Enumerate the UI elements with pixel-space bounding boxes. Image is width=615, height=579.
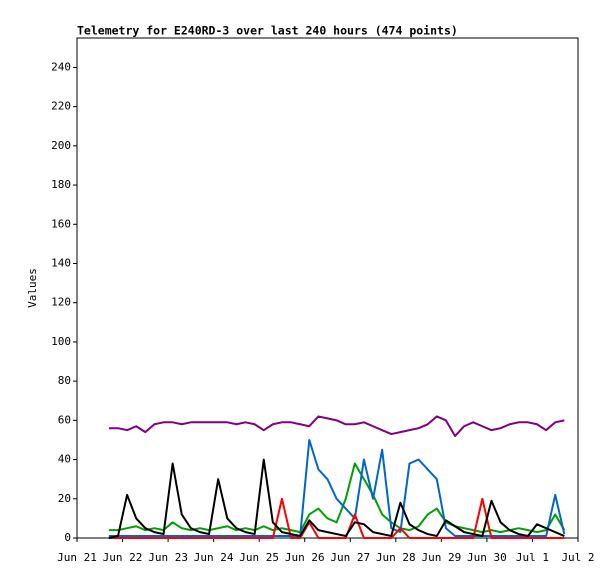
x-tick-label: Jun 22 xyxy=(103,551,143,564)
y-tick-label: 120 xyxy=(51,296,71,309)
x-tick-label: Jun 29 xyxy=(421,551,461,564)
y-tick-label: 220 xyxy=(51,100,71,113)
y-tick-label: 200 xyxy=(51,139,71,152)
chart-title: Telemetry for E240RD-3 over last 240 hou… xyxy=(77,24,458,38)
y-axis-label: Values xyxy=(26,268,39,308)
x-tick-label: Jun 25 xyxy=(239,551,279,564)
x-tick-label: Jun 24 xyxy=(194,551,234,564)
x-tick-label: Jun 23 xyxy=(148,551,188,564)
x-tick-label: Jul 1 xyxy=(516,551,549,564)
x-tick-label: Jun 30 xyxy=(467,551,507,564)
y-tick-label: 20 xyxy=(58,492,71,505)
y-tick-label: 0 xyxy=(64,531,71,544)
series-line xyxy=(108,415,565,438)
y-tick-label: 80 xyxy=(58,374,71,387)
y-tick-label: 180 xyxy=(51,178,71,191)
x-tick-label: Jun 26 xyxy=(285,551,325,564)
y-tick-label: 140 xyxy=(51,256,71,269)
y-tick-label: 60 xyxy=(58,413,71,426)
x-tick-label: Jun 27 xyxy=(330,551,370,564)
series-line xyxy=(108,438,566,538)
y-tick-label: 240 xyxy=(51,60,71,73)
y-tick-label: 160 xyxy=(51,217,71,230)
x-tick-label: Jun 21 xyxy=(57,551,97,564)
x-tick-label: Jun 28 xyxy=(376,551,416,564)
y-tick-label: 40 xyxy=(58,453,71,466)
series-line xyxy=(108,458,565,539)
series-line xyxy=(108,497,565,539)
y-tick-label: 100 xyxy=(51,335,71,348)
x-tick-label: Jul 2 xyxy=(561,551,594,564)
series-line xyxy=(108,462,566,534)
plot-frame xyxy=(76,37,579,539)
